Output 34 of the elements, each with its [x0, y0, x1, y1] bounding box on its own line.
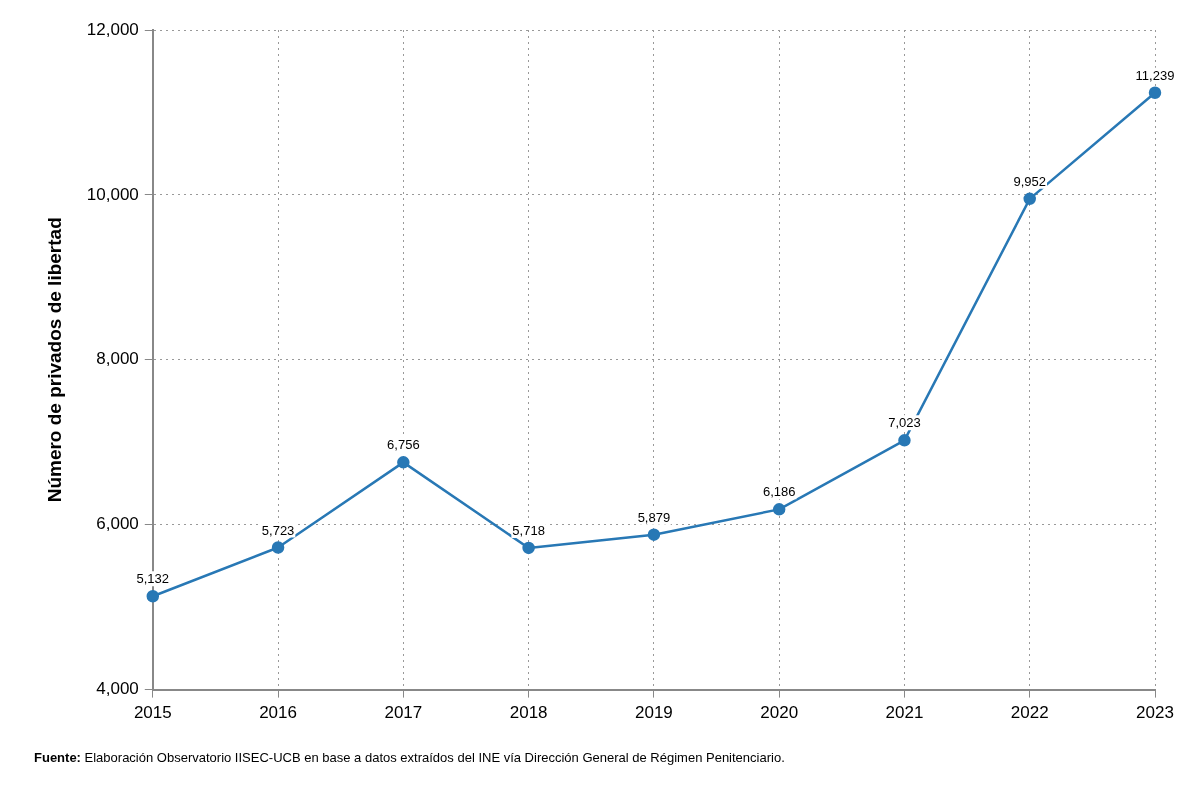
y-tick-label: 10,000	[86, 184, 139, 204]
x-tick-label: 2021	[885, 703, 924, 723]
x-tick-label: 2022	[1010, 703, 1049, 723]
y-tick-label: 4,000	[96, 679, 139, 699]
y-tick-label: 8,000	[96, 349, 139, 369]
data-label: 6,186	[762, 484, 796, 500]
source-note: Fuente: Elaboración Observatorio IISEC-UCB en base a datos extraídos del INE vía Dirección General de Régimen Penitenciario.	[34, 750, 785, 765]
x-tick-label: 2023	[1136, 703, 1174, 723]
point	[647, 528, 661, 541]
data-label: 11,239	[1135, 67, 1175, 83]
data-label: 9,952	[1013, 173, 1046, 189]
data-label: 7,023	[888, 415, 921, 431]
point	[898, 434, 911, 447]
x-tick-label: 2019	[634, 703, 673, 723]
x-tick-label: 2020	[760, 703, 799, 723]
x-tick-label: 2018	[509, 703, 548, 723]
y-tick-label: 6,000	[96, 514, 139, 534]
data-label: 5,718	[512, 523, 545, 539]
x-tick-label: 2017	[384, 703, 423, 723]
data-label: 5,132	[136, 571, 170, 587]
y-tick-label: 12,000	[86, 19, 139, 39]
point	[1148, 86, 1162, 99]
point	[772, 503, 786, 516]
y-axis-title: Número de privados de libertad	[43, 217, 65, 503]
x-tick-label: 2016	[259, 703, 297, 723]
point	[522, 541, 535, 555]
point	[1023, 192, 1036, 206]
data-label: 5,879	[637, 509, 671, 525]
point	[146, 590, 160, 603]
x-tick-label: 2015	[133, 703, 172, 723]
point	[397, 456, 410, 469]
data-label: 6,756	[387, 437, 420, 453]
data-label: 5,723	[261, 522, 295, 538]
point	[271, 541, 285, 554]
